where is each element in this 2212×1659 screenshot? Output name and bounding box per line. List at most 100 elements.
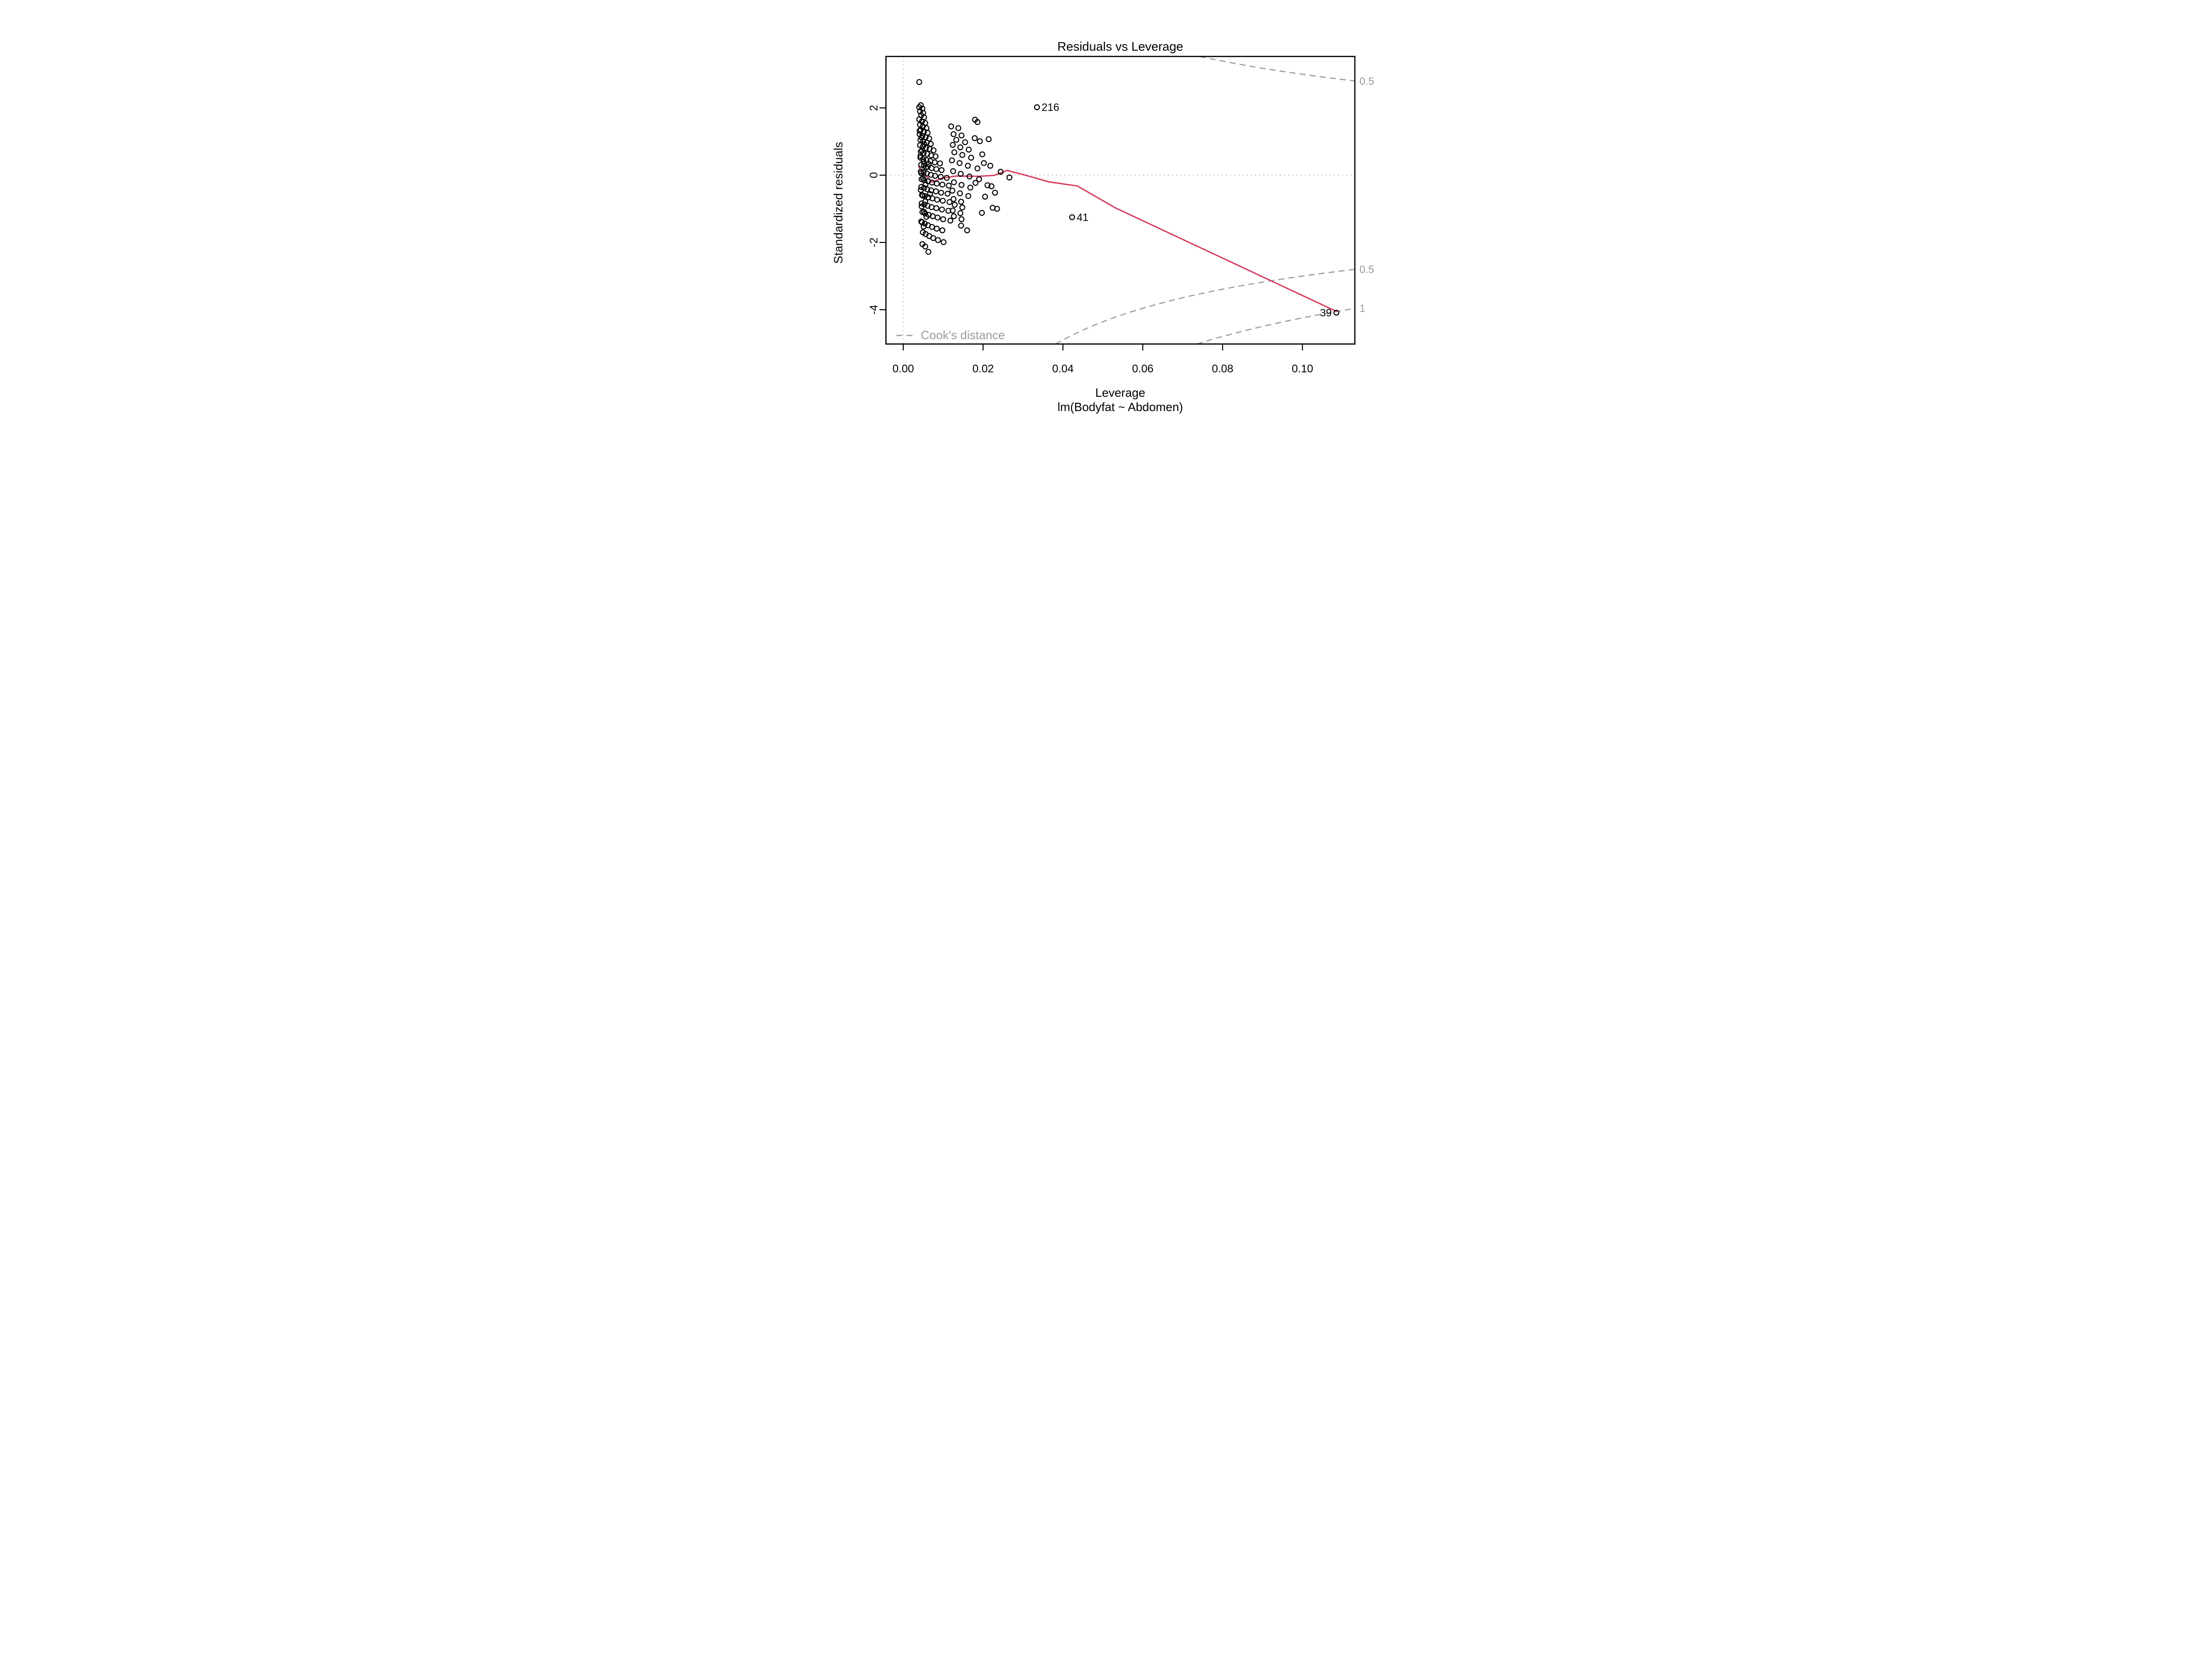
- data-point: [955, 125, 962, 131]
- data-point: [988, 183, 994, 189]
- data-point: [946, 182, 952, 189]
- x-axis-tick-label: 0.08: [1212, 363, 1234, 375]
- data-point: [918, 218, 924, 225]
- data-point: [924, 186, 930, 193]
- data-point: [1006, 174, 1012, 181]
- axis-ticks-layer: [879, 107, 1303, 351]
- data-point: [976, 176, 982, 182]
- zero-guides-layer: [886, 56, 1355, 344]
- smoother-line: [918, 166, 1337, 312]
- data-point: [944, 190, 951, 197]
- data-point: [981, 160, 987, 166]
- data-point: [916, 104, 923, 111]
- data-point: [950, 196, 957, 202]
- data-point: [965, 193, 971, 199]
- data-point: [959, 182, 965, 188]
- data-point: [918, 203, 925, 210]
- x-axis-tick-label: 0.10: [1292, 363, 1313, 375]
- data-point: [952, 202, 958, 208]
- data-point: [940, 198, 946, 204]
- dynamic-labels-layer: 0.5 0.5 1 216 41 39 0.00 0.02 0.04 0.06 0.08 0.10 -4…: [868, 75, 1374, 375]
- smoother-layer: [918, 166, 1337, 312]
- y-axis-tick-label: 0: [868, 172, 880, 178]
- data-point: [930, 147, 937, 153]
- data-point: [958, 223, 965, 229]
- data-point: [925, 161, 932, 167]
- cooks-contour-label-0.5-lower: 0.5: [1359, 263, 1374, 275]
- data-point: [949, 188, 956, 194]
- x-axis-tick-label: 0.00: [893, 363, 914, 375]
- data-point: [939, 206, 945, 213]
- y-axis-tick-label: -2: [868, 237, 880, 247]
- data-point: [958, 171, 964, 177]
- data-point: [962, 139, 968, 146]
- data-point: [934, 197, 941, 203]
- data-point: [957, 190, 963, 196]
- x-axis-tick-label: 0.04: [1052, 363, 1074, 375]
- data-point: [958, 199, 965, 205]
- x-axis-tick-label: 0.02: [972, 363, 994, 375]
- data-point: [935, 237, 941, 243]
- data-point: [925, 194, 932, 200]
- data-point: [918, 170, 924, 176]
- data-point: [957, 144, 964, 151]
- data-point: [938, 167, 945, 173]
- data-point: [918, 187, 924, 193]
- plot-border-box: [885, 56, 1356, 345]
- data-point: [923, 181, 929, 188]
- data-point: [959, 204, 965, 211]
- cooks-contour-0.5-upper: [1200, 56, 1355, 82]
- data-point: [965, 147, 972, 153]
- data-point: [921, 141, 928, 147]
- data-point: [934, 181, 940, 187]
- data-point: [959, 216, 965, 223]
- data-point: [922, 243, 929, 250]
- data-point: [950, 142, 956, 148]
- outlier-point-39: [1333, 310, 1340, 316]
- data-point: [917, 153, 924, 159]
- data-point: [974, 165, 981, 171]
- data-point: [943, 175, 950, 181]
- data-point: [933, 205, 940, 212]
- data-point: [971, 135, 978, 141]
- data-point: [967, 184, 973, 191]
- data-point: [920, 224, 927, 230]
- data-point: [918, 135, 925, 141]
- outlier-label-41: 41: [1077, 211, 1088, 223]
- cooks-distance-legend-label: Cook's distance: [921, 328, 1005, 342]
- data-point: [964, 227, 971, 234]
- residuals-vs-leverage-chart: 0.5 0.5 1 216 41 39 0.00 0.02 0.04 0.06 0.08 0.10 -4…: [831, 40, 1374, 414]
- outlier-point-216: [1034, 104, 1040, 111]
- data-point: [937, 160, 943, 167]
- y-axis-title: Standardized residuals: [831, 142, 845, 264]
- data-point: [939, 227, 946, 234]
- data-point: [916, 79, 923, 85]
- data-point: [939, 182, 946, 188]
- data-point: [917, 154, 924, 161]
- data-point: [953, 137, 959, 143]
- data-point: [951, 213, 957, 219]
- chart-title: Residuals vs Leverage: [1057, 40, 1183, 53]
- data-point: [947, 218, 953, 224]
- data-point: [947, 199, 953, 205]
- outlier-label-39: 39: [1320, 307, 1332, 319]
- data-point: [937, 174, 944, 180]
- data-point: [919, 147, 925, 154]
- data-point: [938, 189, 944, 196]
- data-point: [994, 206, 1000, 212]
- data-point: [921, 209, 927, 215]
- data-point: [977, 138, 983, 144]
- data-point: [959, 132, 965, 139]
- data-point: [925, 249, 932, 255]
- data-point: [992, 189, 998, 196]
- model-subtitle: lm(Bodyfat ~ Abdomen): [1058, 400, 1183, 414]
- plot-box-layer: [885, 56, 1356, 345]
- data-point: [933, 166, 940, 172]
- cooks-contour-label-1-lower: 1: [1359, 302, 1365, 314]
- data-point: [950, 168, 956, 174]
- data-point: [972, 180, 979, 186]
- data-point: [979, 151, 985, 158]
- x-axis-tick-label: 0.06: [1132, 363, 1153, 375]
- data-point: [923, 214, 930, 220]
- data-point: [959, 152, 965, 158]
